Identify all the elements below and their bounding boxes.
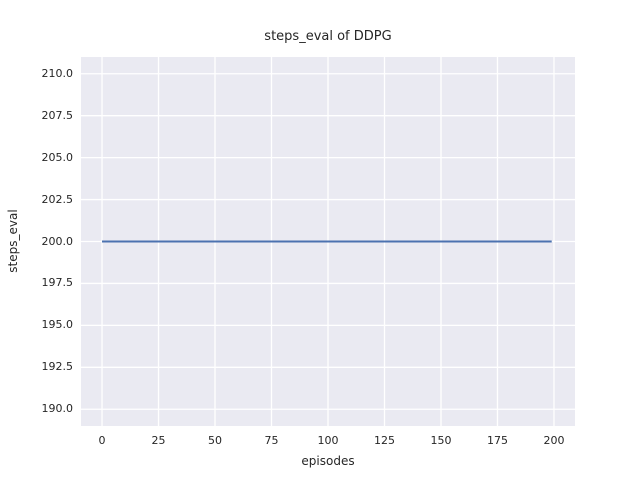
x-tick-label: 100 bbox=[317, 434, 339, 447]
x-tick-label: 150 bbox=[430, 434, 452, 447]
y-tick-label: 200.0 bbox=[41, 234, 74, 248]
x-axis-label: episodes bbox=[301, 454, 355, 468]
plot-svg bbox=[81, 57, 575, 426]
x-tick-label: 25 bbox=[151, 434, 166, 447]
chart-title: steps_eval of DDPG bbox=[264, 29, 392, 44]
y-tick-label: 210.0 bbox=[41, 66, 74, 80]
x-tick-label: 50 bbox=[208, 434, 222, 447]
x-tick-label: 75 bbox=[264, 434, 279, 447]
y-tick-label: 197.5 bbox=[41, 276, 74, 290]
x-tick-label: 0 bbox=[98, 434, 106, 447]
y-tick-label: 202.5 bbox=[41, 192, 74, 206]
y-axis-label: steps_eval bbox=[6, 209, 20, 273]
y-tick-label: 205.0 bbox=[41, 150, 74, 164]
y-tick-label: 190.0 bbox=[41, 402, 74, 416]
y-tick-label: 207.5 bbox=[41, 108, 74, 122]
plot-area bbox=[81, 57, 575, 426]
y-tick-label: 192.5 bbox=[41, 360, 74, 374]
x-tick-label: 200 bbox=[543, 434, 565, 447]
x-tick-label: 175 bbox=[486, 434, 508, 447]
x-tick-label: 125 bbox=[373, 434, 395, 447]
y-tick-label: 195.0 bbox=[41, 318, 74, 332]
